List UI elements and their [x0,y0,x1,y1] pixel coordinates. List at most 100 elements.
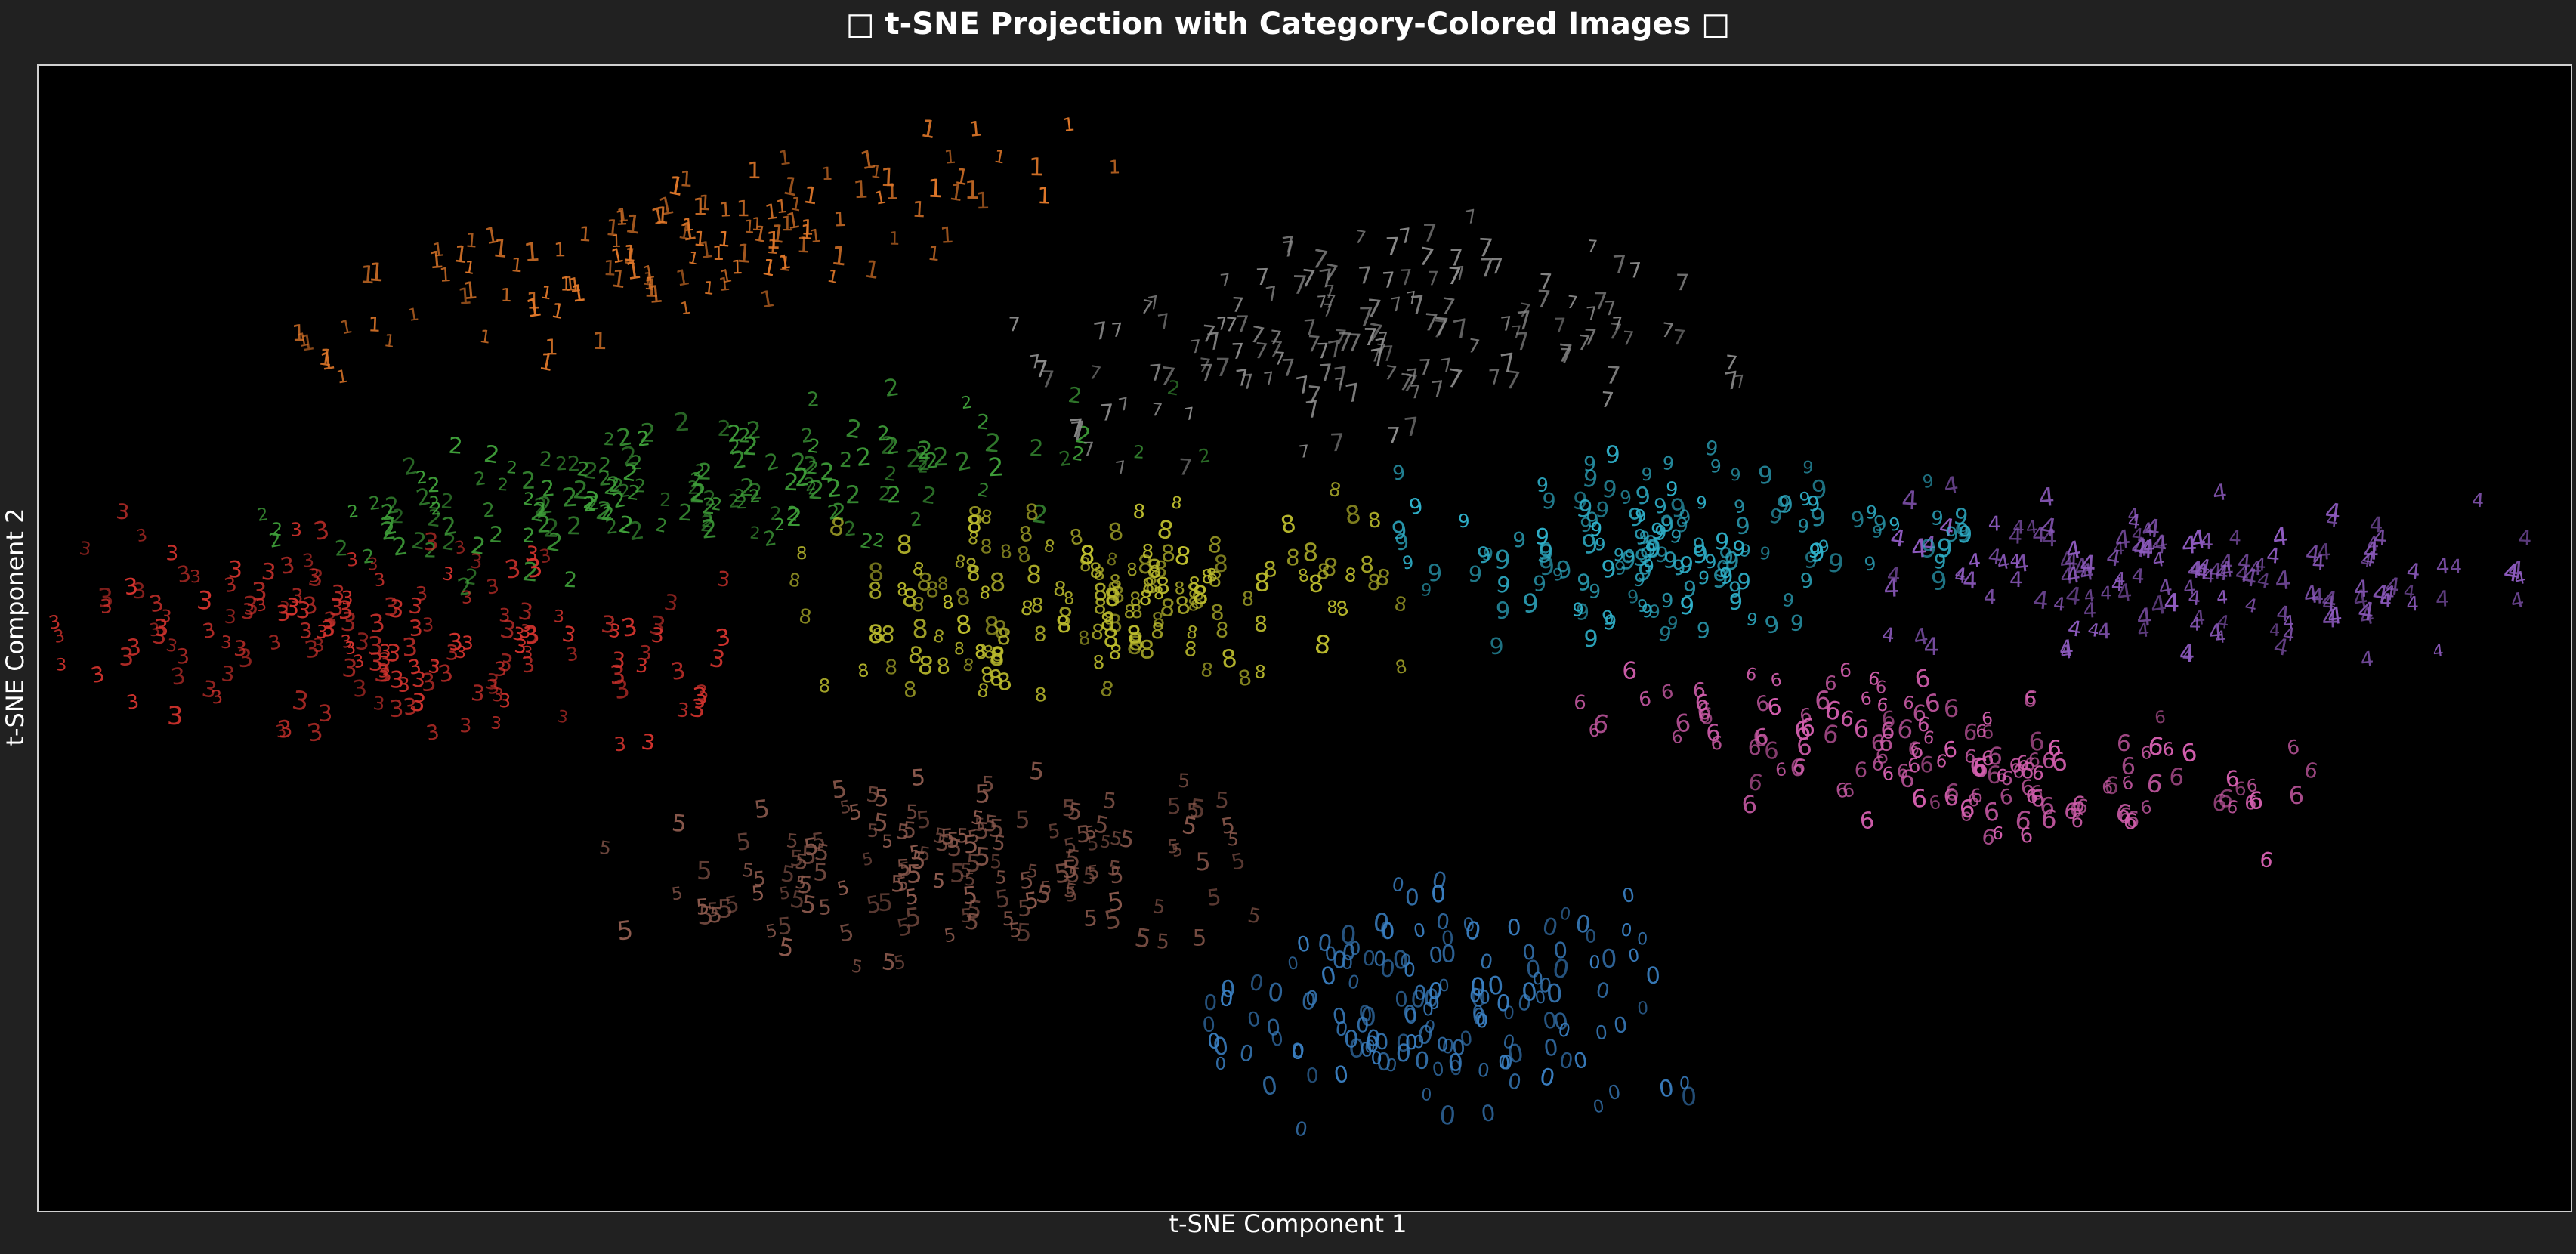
point-digit-2: 2 [368,493,381,514]
point-digit-1: 1 [610,232,622,252]
point-digit-1: 1 [428,246,445,275]
point-digit-4: 4 [2182,647,2194,667]
point-digit-2: 2 [598,500,614,525]
point-digit-2: 2 [653,514,669,537]
point-digit-9: 9 [1427,560,1444,588]
point-digit-8: 8 [896,579,910,601]
point-digit-1: 1 [604,215,621,242]
point-digit-6: 6 [1991,823,2004,844]
point-digit-6: 6 [1902,693,1915,713]
point-digit-0: 0 [1364,1036,1376,1057]
point-digit-0: 0 [1207,1030,1222,1054]
point-digit-0: 0 [1636,929,1648,950]
point-digit-1: 1 [775,196,789,218]
point-digit-7: 7 [1487,366,1503,390]
point-digit-1: 1 [869,162,884,183]
point-digit-3: 3 [422,613,434,635]
point-digit-1: 1 [406,304,420,326]
point-digit-1: 1 [993,146,1008,168]
point-digit-0: 0 [1395,987,1409,1012]
point-digit-2: 2 [440,529,458,556]
point-digit-3: 3 [715,567,731,592]
point-digit-8: 8 [989,567,1007,598]
point-digit-3: 3 [377,662,389,682]
point-digit-1: 1 [682,214,695,236]
point-digit-6: 6 [1900,766,1915,793]
point-digit-3: 3 [122,573,139,601]
point-digit-1: 1 [554,238,567,261]
point-digit-2: 2 [916,441,931,464]
point-digit-2: 2 [800,424,814,447]
point-digit-8: 8 [1253,567,1271,598]
point-digit-2: 2 [469,533,487,561]
point-digit-9: 9 [1782,589,1795,611]
point-digit-9: 9 [1757,460,1774,490]
point-digit-2: 2 [522,490,535,511]
point-digit-2: 2 [255,505,270,526]
point-digit-1: 1 [703,277,716,299]
point-digit-1: 1 [944,146,957,168]
point-digit-3: 3 [524,623,539,648]
point-digit-7: 7 [1231,338,1245,364]
point-digit-0: 0 [1316,930,1333,958]
point-digit-1: 1 [610,244,626,269]
point-digit-0: 0 [1438,1100,1457,1131]
point-digit-4: 4 [2127,504,2139,526]
point-digit-2: 2 [462,564,480,590]
point-digit-5: 5 [993,885,1012,913]
point-digit-2: 2 [522,524,536,548]
point-digit-4: 4 [2037,482,2056,513]
point-digit-2: 2 [625,481,641,505]
point-digit-6: 6 [1622,658,1637,685]
point-digit-1: 1 [510,254,524,278]
point-digit-3: 3 [317,700,333,727]
point-digit-0: 0 [1373,1028,1389,1055]
point-digit-7: 7 [1067,413,1086,443]
point-digit-4: 4 [2032,585,2050,616]
point-digit-3: 3 [125,690,141,715]
point-digit-1: 1 [833,208,847,232]
point-digit-2: 2 [806,388,820,412]
point-digit-3: 3 [470,681,486,707]
point-digit-9: 9 [1661,590,1674,613]
point-digit-4: 4 [2164,588,2180,617]
point-digit-0: 0 [1384,1055,1398,1076]
point-digit-0: 0 [1470,972,1487,1001]
point-digit-3: 3 [148,619,162,641]
point-digit-0: 0 [1361,947,1376,971]
point-digit-3: 3 [220,661,236,687]
point-digit-5: 5 [1101,787,1118,814]
point-digit-2: 2 [640,418,656,447]
point-digit-0: 0 [1436,1033,1450,1056]
point-digit-7: 7 [1231,293,1245,317]
point-digit-4: 4 [2250,558,2262,580]
point-digit-6: 6 [2120,752,2136,780]
point-digit-2: 2 [384,492,401,519]
point-digit-8: 8 [988,641,1007,672]
point-digit-4: 4 [2136,619,2151,642]
point-digit-0: 0 [1574,910,1592,939]
point-digit-0: 0 [1592,1096,1606,1117]
point-digit-1: 1 [592,328,608,355]
point-digit-1: 1 [462,258,477,279]
point-digit-5: 5 [990,851,1002,873]
point-digit-2: 2 [700,514,719,545]
point-digit-3: 3 [295,597,312,625]
point-digit-8: 8 [911,614,928,644]
point-digit-2: 2 [361,545,375,568]
point-digit-8: 8 [983,611,1000,641]
point-digit-0: 0 [1404,1004,1419,1029]
point-digit-1: 1 [610,264,629,294]
point-digit-2: 2 [543,514,560,543]
point-digit-2: 2 [563,567,578,593]
point-digit-9: 9 [1572,598,1585,621]
point-digit-1: 1 [751,214,764,236]
point-digit-8: 8 [1209,600,1225,625]
point-digit-5: 5 [735,829,752,857]
point-digit-3: 3 [600,611,617,639]
point-digit-0: 0 [1441,927,1454,951]
point-digit-5: 5 [818,896,832,920]
point-digit-1: 1 [777,252,792,276]
point-digit-3: 3 [329,595,344,622]
point-digit-4: 4 [2131,532,2151,563]
